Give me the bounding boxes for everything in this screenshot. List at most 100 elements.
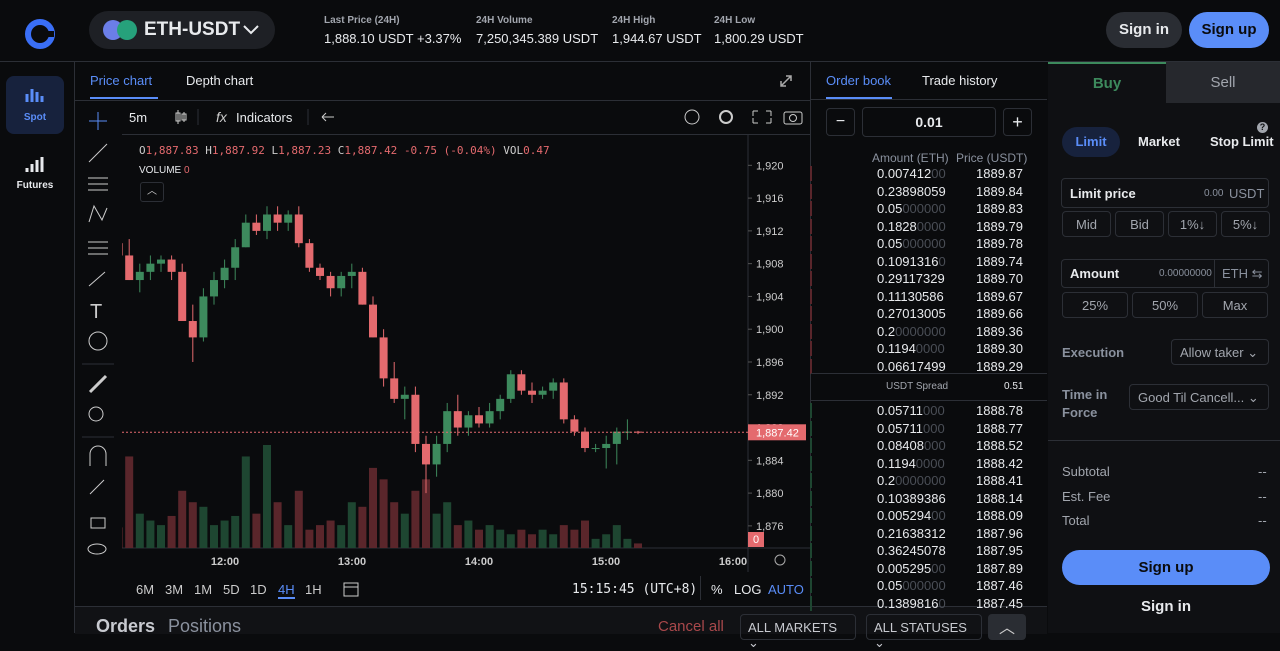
expand-icon[interactable] bbox=[778, 73, 794, 89]
nav-label[interactable]: Futures bbox=[16, 180, 54, 191]
range-button[interactable]: 1H bbox=[305, 582, 322, 597]
status-filter[interactable]: ALL STATUSES ⌄ bbox=[866, 614, 982, 650]
sign-up[interactable]: Sign up bbox=[1189, 12, 1269, 48]
range-button[interactable]: 3M bbox=[165, 582, 184, 597]
order-type[interactable]: Market bbox=[1138, 134, 1180, 149]
amount: 0.21638312 bbox=[877, 525, 946, 541]
candle-body bbox=[167, 259, 176, 272]
amount: 0.05 bbox=[877, 578, 903, 593]
sell-tab[interactable]: Sell bbox=[1166, 62, 1280, 103]
stat-number: 7,250,345.389 USDT bbox=[476, 31, 599, 46]
volume-label-text: VOLUME bbox=[139, 165, 182, 176]
price-button[interactable]: 1%↓ bbox=[1168, 211, 1217, 237]
price-button[interactable]: Mid bbox=[1062, 211, 1111, 237]
log-toggle[interactable]: LOG bbox=[734, 582, 762, 597]
amount-input[interactable] bbox=[1061, 259, 1269, 288]
candle-body bbox=[220, 267, 229, 281]
collapse-orders[interactable]: ︿ bbox=[988, 614, 1026, 640]
candle-body bbox=[475, 415, 483, 424]
amount-pad: 00 bbox=[931, 508, 946, 523]
depth-mark bbox=[810, 508, 812, 523]
book-price: 1887.95 bbox=[976, 543, 1023, 558]
price-button[interactable]: 5%↓ bbox=[1221, 211, 1270, 237]
order-type[interactable]: Stop Limit bbox=[1210, 134, 1274, 149]
markets-filter[interactable]: ALL MARKETS ⌄ bbox=[740, 614, 856, 650]
tab[interactable]: Price chart bbox=[90, 73, 153, 88]
candle-body bbox=[316, 267, 324, 276]
tab[interactable]: Order book bbox=[826, 73, 892, 88]
step-plus[interactable]: + bbox=[1003, 108, 1032, 136]
ohlc-key: O bbox=[139, 144, 146, 157]
book-price: 1889.83 bbox=[976, 201, 1023, 216]
ohlc-line: O1,887.83 H1,887.92 L1,887.23 C1,887.42 … bbox=[139, 144, 550, 157]
amount-button[interactable]: Max bbox=[1202, 292, 1268, 318]
amount-button[interactable]: 25% bbox=[1062, 292, 1128, 318]
step-value[interactable]: 0.01 bbox=[862, 107, 996, 137]
indicators[interactable]: Indicators bbox=[236, 110, 293, 125]
book-amount: 0.29117329 bbox=[877, 271, 945, 286]
positions-tab[interactable]: Positions bbox=[168, 616, 242, 636]
amount: 0.05 bbox=[877, 201, 903, 216]
percent-toggle[interactable]: % bbox=[711, 582, 723, 597]
price-button[interactable]: Bid bbox=[1115, 211, 1164, 237]
amount-pad: 000000 bbox=[902, 201, 946, 216]
execution-select[interactable]: Allow taker ⌄ bbox=[1171, 339, 1269, 365]
depth-mark bbox=[810, 473, 812, 488]
last-price-box bbox=[748, 424, 806, 441]
volume-axis-label: 0 bbox=[753, 534, 759, 546]
amount: 0.11130586 bbox=[877, 288, 944, 304]
buy-tab[interactable]: Buy bbox=[1048, 62, 1166, 103]
interval[interactable]: 5m bbox=[129, 110, 148, 125]
orders-tab[interactable]: Orders bbox=[96, 616, 156, 636]
select-value: Good Til Cancell... bbox=[1138, 390, 1245, 405]
range-button[interactable]: 1D bbox=[250, 582, 267, 597]
tab[interactable]: Depth chart bbox=[186, 73, 254, 88]
book-amount: 0.11130586 bbox=[877, 289, 944, 304]
logo[interactable] bbox=[24, 18, 56, 50]
tif-select[interactable]: Good Til Cancell... ⌄ bbox=[1129, 384, 1269, 410]
amount-pad: 0000000 bbox=[895, 323, 946, 339]
tab[interactable]: Trade history bbox=[922, 73, 998, 88]
range-button[interactable]: 6M bbox=[136, 582, 155, 597]
book-amount: 0.05000000 bbox=[877, 578, 946, 593]
limit-price-input[interactable] bbox=[1061, 178, 1269, 208]
depth-mark bbox=[810, 420, 812, 436]
book-price: 1889.30 bbox=[976, 341, 1023, 356]
candle-body bbox=[422, 443, 430, 465]
amount: 0.1389816 bbox=[877, 595, 939, 611]
range-button[interactable]: 5D bbox=[223, 582, 240, 597]
page: ETH-USDT Sign in Sign up Spot Futures Pr… bbox=[0, 11, 1280, 650]
calendar-icon[interactable] bbox=[342, 580, 360, 598]
y-tick-label: 1,912 bbox=[756, 226, 784, 238]
help-icon[interactable]: ? bbox=[1257, 122, 1268, 133]
volume-bar bbox=[443, 502, 452, 548]
book-amount: 0.13898160 bbox=[877, 596, 946, 611]
volume-bar bbox=[538, 529, 547, 548]
volume-bar bbox=[188, 502, 197, 548]
auto-toggle[interactable]: AUTO bbox=[768, 582, 804, 597]
sign-up-button[interactable]: Sign up bbox=[1062, 550, 1270, 585]
range-button[interactable]: 1M bbox=[194, 582, 213, 597]
step-minus[interactable]: − bbox=[826, 108, 855, 136]
order-type[interactable]: Limit bbox=[1062, 127, 1120, 157]
range-button[interactable]: 4H bbox=[278, 582, 295, 599]
candle-body bbox=[210, 280, 218, 297]
spot-nav[interactable] bbox=[6, 76, 64, 134]
volume-bar bbox=[485, 525, 494, 548]
depth-mark bbox=[810, 455, 812, 471]
divider bbox=[700, 576, 701, 600]
stat-number: 1,944.67 USDT bbox=[612, 31, 702, 46]
sign-in-link[interactable]: Sign in bbox=[1141, 598, 1191, 615]
unit[interactable]: ETH ⇆ bbox=[1222, 266, 1263, 281]
volume-bar bbox=[220, 520, 229, 548]
book-amount: 0.05711000 bbox=[877, 403, 945, 418]
book-price: 1887.89 bbox=[976, 560, 1023, 576]
candle-body bbox=[591, 448, 600, 450]
collapse-button[interactable]: ︿ bbox=[140, 182, 164, 202]
amount-button[interactable]: 50% bbox=[1132, 292, 1198, 318]
sign-in[interactable]: Sign in bbox=[1106, 12, 1182, 48]
stat-value: 1,888.10 USDT +3.37% bbox=[324, 31, 461, 46]
cancel-all[interactable]: Cancel all bbox=[658, 618, 724, 635]
volume-bar bbox=[167, 515, 176, 548]
depth-mark bbox=[810, 438, 812, 453]
